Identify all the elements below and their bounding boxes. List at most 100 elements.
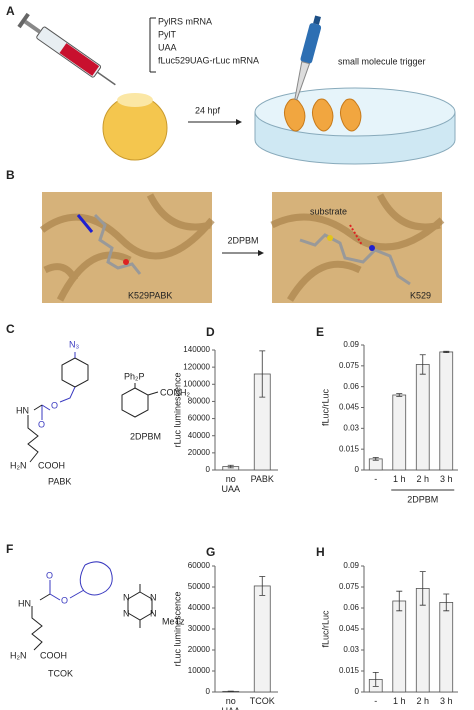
y-tick-label: 50000 xyxy=(188,582,211,591)
atom: HN xyxy=(16,405,29,415)
x-tick-label: - xyxy=(374,474,377,484)
y-axis-label: rLuc luminescence xyxy=(172,591,182,666)
tetrazine-structure xyxy=(127,584,153,628)
x-tick-label: PABK xyxy=(251,474,274,484)
y-tick-label: 0.015 xyxy=(339,444,360,453)
y-tick-label: 40000 xyxy=(188,603,211,612)
y-tick-label: 140000 xyxy=(183,345,210,354)
error-bar xyxy=(443,350,450,354)
arrow-head xyxy=(258,250,264,256)
x-tick-label: 1 h xyxy=(393,474,406,484)
panel-letter: G xyxy=(206,545,215,559)
panel-letter: C xyxy=(6,322,15,336)
atom: N xyxy=(150,592,157,602)
structure-right xyxy=(270,192,445,303)
error-bar xyxy=(419,571,426,606)
y-tick-label: 0.015 xyxy=(339,666,360,675)
syringe xyxy=(17,12,116,86)
y-tick-label: 0.09 xyxy=(343,340,359,349)
panel-letter: B xyxy=(6,168,15,182)
phosphine-structure xyxy=(121,383,159,418)
y-tick-label: 0.075 xyxy=(339,582,360,591)
y-tick-label: 10000 xyxy=(188,666,211,675)
bar xyxy=(253,585,271,693)
y-tick-label: 120000 xyxy=(183,362,210,371)
list-item: PylRS mRNA xyxy=(158,16,212,26)
reagent-label: 2DPBM xyxy=(227,235,258,245)
atom: Ph₂P xyxy=(124,371,145,381)
atom: O xyxy=(61,595,68,605)
x-tick-label: 3 h xyxy=(440,474,453,484)
atom: H₂N xyxy=(10,460,27,470)
panel-letter: H xyxy=(316,545,325,559)
error-bar xyxy=(443,593,450,612)
y-tick-label: 0.045 xyxy=(339,624,360,633)
x-axis-label: 2DPBM xyxy=(407,494,438,504)
arrow-head xyxy=(236,119,242,125)
error-bar xyxy=(372,457,379,461)
compound-name: 2DPBM xyxy=(130,431,161,441)
x-tick-label: 1 h xyxy=(393,696,406,706)
y-tick-label: 0.03 xyxy=(343,423,359,432)
atom: O xyxy=(51,400,58,410)
pabk-structure xyxy=(27,352,89,463)
y-tick-label: 0 xyxy=(355,465,360,474)
y-tick-label: 60000 xyxy=(188,561,211,570)
bar xyxy=(392,600,407,693)
y-tick-label: 60000 xyxy=(188,414,211,423)
y-tick-label: 0.06 xyxy=(343,603,359,612)
bar xyxy=(439,602,454,693)
y-axis-label: fLuc/rLuc xyxy=(320,610,330,648)
x-tick-label: 3 h xyxy=(440,696,453,706)
step-label: 24 hpf xyxy=(195,105,221,115)
panel-letter: D xyxy=(206,325,215,339)
y-tick-label: 0.06 xyxy=(343,382,359,391)
y-tick-label: 0.09 xyxy=(343,561,359,570)
atom: N xyxy=(123,592,130,602)
y-tick-label: 0.03 xyxy=(343,645,359,654)
x-tick-label: 2 h xyxy=(416,696,429,706)
compound-name: TCOK xyxy=(48,668,73,678)
atom: CONH₂ xyxy=(160,387,190,397)
panel-letter: E xyxy=(316,325,324,339)
atom: COOH xyxy=(40,650,67,660)
atom: O xyxy=(38,419,45,429)
x-tick-label: - xyxy=(374,696,377,706)
compound-name: MeTz xyxy=(162,616,185,626)
y-tick-label: 100000 xyxy=(183,379,210,388)
y-tick-label: 40000 xyxy=(188,431,211,440)
y-tick-label: 0 xyxy=(206,465,211,474)
x-tick-label: 2 h xyxy=(416,474,429,484)
x-tick-label: TCOK xyxy=(250,696,275,706)
atom: H₂N xyxy=(10,650,27,660)
error-bar xyxy=(259,576,266,596)
petri-dish xyxy=(254,87,456,165)
y-tick-label: 20000 xyxy=(188,645,211,654)
list-item: PylT xyxy=(158,29,177,39)
structure-left xyxy=(39,192,215,303)
y-tick-label: 0.045 xyxy=(339,403,360,412)
error-bar xyxy=(419,354,426,375)
bar xyxy=(415,364,430,471)
error-bar xyxy=(227,464,234,469)
list-item: fLuc529UAG-rLuc mRNA xyxy=(158,55,259,65)
bracket xyxy=(149,17,156,73)
y-tick-label: 0.075 xyxy=(339,361,360,370)
atom: N₃ xyxy=(69,339,79,349)
error-bar xyxy=(396,393,403,397)
y-tick-label: 0 xyxy=(206,687,211,696)
trigger-label: small molecule trigger xyxy=(338,56,426,66)
error-bar xyxy=(396,590,403,612)
panel-letter: F xyxy=(6,542,13,556)
atom: N xyxy=(150,608,157,618)
y-axis-label: fLuc/rLuc xyxy=(320,388,330,426)
pipette xyxy=(294,15,322,101)
residue-label: K529 xyxy=(410,290,431,300)
atom: HN xyxy=(18,598,31,608)
y-axis-label: rLuc luminescence xyxy=(172,372,182,447)
egg-cell xyxy=(117,93,153,107)
atom: N xyxy=(123,608,130,618)
